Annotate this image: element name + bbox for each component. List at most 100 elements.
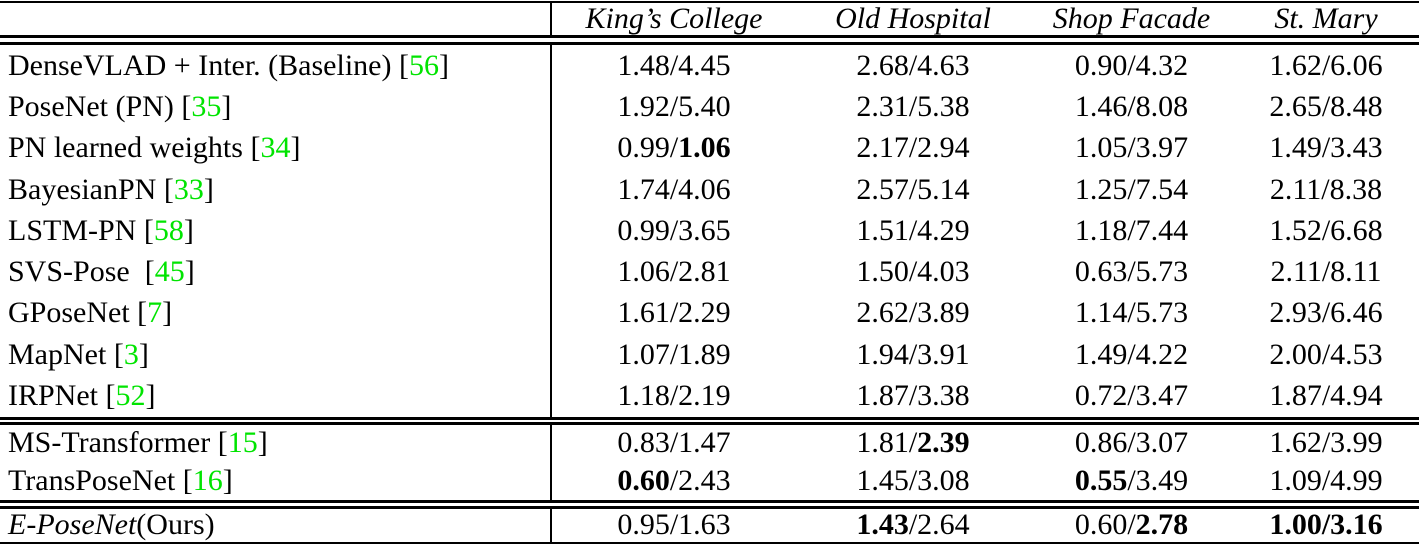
value-separator: / [669,172,679,206]
value-separator: / [1127,213,1136,247]
metric-cell: 1.49/3.43 [1233,131,1419,165]
orientation-error-value: 7.44 [1135,213,1189,247]
value-separator: / [1127,89,1136,123]
position-error-value: 1.07 [617,337,670,371]
metric-cell: 1.18/2.19 [552,379,796,413]
citation-ref[interactable]: 35 [191,89,222,123]
value-separator: / [908,89,918,123]
metric-cell: 1.09/4.99 [1233,464,1419,498]
position-error-value: 2.17 [856,131,909,165]
citation-ref[interactable]: 15 [227,426,258,460]
position-error-value: 1.87 [856,379,909,413]
orientation-error-value: 3.08 [917,463,970,497]
position-error-value: 1.49 [1269,131,1322,165]
position-error-value: 0.63 [1074,255,1128,289]
value-separator: / [908,426,918,460]
metric-cell: 1.51/4.29 [796,214,1030,248]
position-error-value: 1.43 [856,508,909,542]
citation-ref[interactable]: 16 [192,463,223,497]
position-error-value: 1.51 [856,213,909,247]
metric-cell: 1.92/5.40 [552,90,796,124]
position-error-value: 0.86 [1074,426,1128,460]
orientation-error-value: 6.06 [1330,48,1383,82]
value-separator: / [908,463,918,497]
orientation-error-value: 5.73 [1135,255,1189,289]
position-error-value: 1.00 [1269,508,1322,542]
value-separator: / [1127,296,1136,330]
method-label: DenseVLAD + Inter. (Baseline) [56] [0,45,552,87]
metric-cell: 1.94/3.91 [796,338,1030,372]
position-error-value: 0.90 [1074,48,1128,82]
position-error-value: 1.06 [617,255,670,289]
position-error-value: 1.18 [1074,213,1128,247]
citation-ref[interactable]: 33 [173,172,204,206]
position-error-value: 2.62 [856,296,909,330]
metric-cell: 2.62/3.89 [796,296,1030,330]
orientation-error-value: 2.78 [1135,508,1189,542]
position-error-value: 1.61 [617,296,670,330]
orientation-error-value: 2.43 [678,463,731,497]
value-separator: / [669,337,679,371]
orientation-error-value: 3.49 [1135,463,1189,497]
orientation-error-value: 2.39 [917,426,970,460]
citation-ref[interactable]: 3 [123,337,139,371]
orientation-error-value: 7.54 [1135,172,1189,206]
value-separator: / [669,296,679,330]
citation-ref[interactable]: 45 [154,255,185,289]
orientation-error-value: 5.73 [1135,296,1189,330]
orientation-error-value: 1.63 [678,508,731,542]
metric-cell: 0.99/1.06 [552,131,796,165]
position-error-value: 1.48 [617,48,670,82]
value-separator: / [669,213,679,247]
metric-cell: 0.86/3.07 [1030,426,1233,460]
orientation-error-value: 2.19 [678,379,731,413]
metric-cell: 0.99/3.65 [552,214,796,248]
orientation-error-value: 3.99 [1330,426,1383,460]
metric-cell: 2.00/4.53 [1233,338,1419,372]
metric-cell: 2.17/2.94 [796,131,1030,165]
orientation-error-value: 5.38 [917,89,970,123]
citation-ref[interactable]: 58 [153,213,184,247]
value-separator: / [1321,255,1331,289]
value-separator: / [1321,213,1331,247]
orientation-error-value: 3.43 [1330,131,1383,165]
position-error-value: 1.45 [856,463,909,497]
value-separator: / [1127,379,1136,413]
value-separator: / [908,172,918,206]
value-separator: / [669,463,679,497]
position-error-value: 1.50 [856,255,909,289]
metric-cell: 0.60/2.43 [552,464,796,498]
position-error-value: 0.83 [617,426,670,460]
position-error-value: 0.55 [1074,463,1128,497]
orientation-error-value: 8.38 [1329,172,1383,206]
method-group-ours: E-PoseNet (Ours) 0.95/1.63 1.43/2.64 0.60/2… [0,508,1419,542]
orientation-error-value: 2.94 [917,131,970,165]
citation-ref[interactable]: 7 [147,296,163,330]
orientation-error-value: 4.45 [678,48,731,82]
metric-cell: 2.11/8.11 [1233,255,1419,289]
value-separator: / [908,131,918,165]
citation-ref[interactable]: 34 [260,131,291,165]
citation-ref[interactable]: 52 [115,379,146,413]
value-separator: / [1321,508,1331,542]
value-separator: / [1127,172,1136,206]
metric-cell: 1.81/2.39 [796,426,1030,460]
orientation-error-value: 4.06 [678,172,731,206]
table-row: TransPoseNet [16] 0.60/2.43 1.45/3.08 0.55/… [0,462,1419,500]
orientation-error-value: 8.48 [1330,89,1383,123]
value-separator: / [1127,337,1136,371]
orientation-error-value: 6.46 [1330,296,1383,330]
metric-cell: 1.74/4.06 [552,173,796,207]
position-error-value: 1.62 [1269,48,1322,82]
method-label: IRPNet [52] [0,375,552,417]
orientation-error-value: 2.64 [917,508,970,542]
position-error-value: 1.14 [1074,296,1128,330]
value-separator: / [908,255,918,289]
metric-cell: 1.62/6.06 [1233,49,1419,83]
method-label: MapNet [3] [0,334,552,376]
citation-ref[interactable]: 56 [408,48,439,82]
position-error-value: 2.11 [1270,255,1322,289]
method-label: BayesianPN [33] [0,168,552,211]
metric-cell: 2.57/5.14 [796,173,1030,207]
value-separator: / [1321,426,1331,460]
